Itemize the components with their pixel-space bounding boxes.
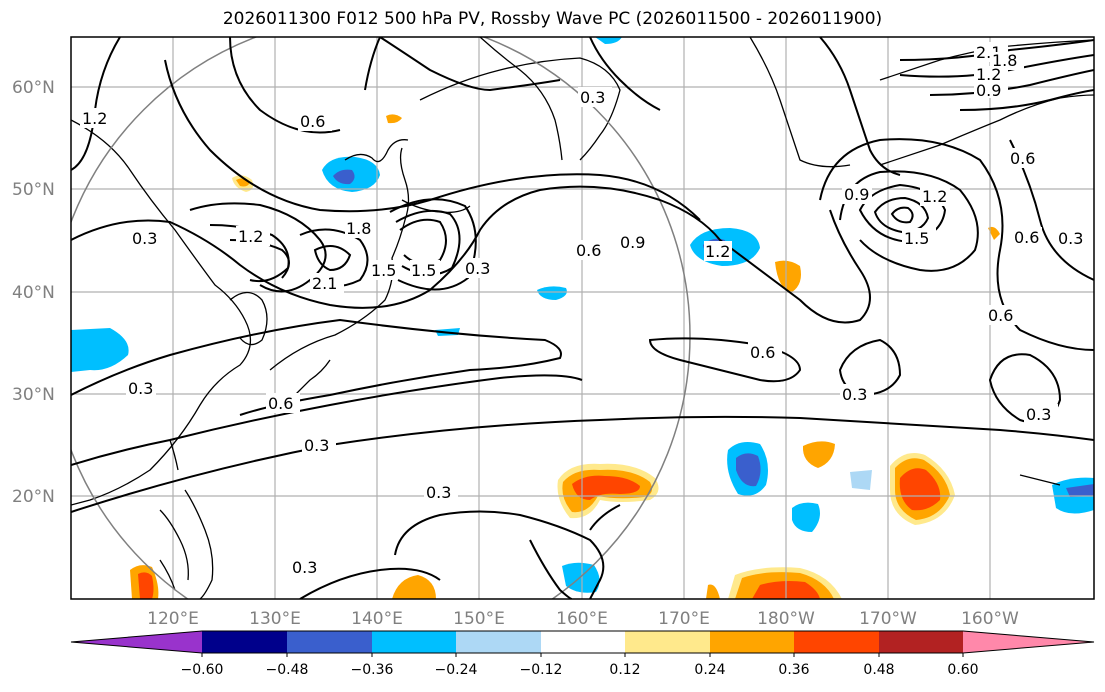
- lon-label: 160°W: [961, 609, 1019, 629]
- contour-label: 0.3: [1058, 229, 1083, 248]
- lat-label: 60°N: [12, 78, 55, 98]
- map-title: 2026011300 F012 500 hPa PV, Rossby Wave …: [222, 9, 883, 29]
- contour-label: 0.9: [976, 81, 1001, 100]
- contour-label: 1.8: [346, 219, 371, 238]
- shading-layer: [71, 37, 1094, 599]
- lon-labels: 120°E 130°E 140°E 150°E 160°E 170°E 180°…: [147, 609, 1019, 629]
- colorbar-segment: [963, 631, 1094, 653]
- radius-circle: [71, 37, 691, 599]
- pos-blob: [392, 575, 436, 599]
- colorbar-segment: [710, 631, 794, 653]
- pos-blob: [386, 114, 402, 124]
- contour-label: 0.9: [844, 185, 869, 204]
- colorbar-tick-label: −0.36: [351, 662, 394, 678]
- colorbar-segment: [202, 631, 287, 653]
- contour-label: 0.9: [620, 233, 645, 252]
- contour-label: 2.1: [312, 274, 337, 293]
- contour-label: 0.3: [128, 379, 153, 398]
- colorbar-segment: [625, 631, 710, 653]
- contour-label: 0.6: [1014, 228, 1039, 247]
- lat-labels: 60°N 50°N 40°N 30°N 20°N: [12, 78, 55, 507]
- colorbar-tick-label: −0.12: [520, 662, 563, 678]
- colorbar-segment: [541, 631, 625, 653]
- neg-blob: [333, 169, 355, 185]
- neg-blob: [792, 502, 820, 532]
- colorbar-tick-label: 0.12: [609, 662, 640, 678]
- colorbar-segment: [71, 631, 202, 653]
- contour-label: 0.3: [842, 385, 867, 404]
- contour-label: 0.3: [580, 88, 605, 107]
- map-frame: [70, 36, 1095, 600]
- pv-contours: [71, 37, 1094, 599]
- pos-blob: [138, 572, 154, 599]
- colorbar-segment: [879, 631, 963, 653]
- contour-label: 0.6: [988, 306, 1013, 325]
- colorbar-tick-label: 0.60: [947, 662, 978, 678]
- pos-blob: [706, 584, 720, 599]
- contour-label: 0.6: [750, 343, 775, 362]
- lat-label: 50°N: [12, 180, 55, 200]
- contour-label: 0.6: [576, 241, 601, 260]
- lon-label: 130°E: [249, 609, 301, 629]
- lon-label: 120°E: [147, 609, 199, 629]
- colorbar-tick-label: −0.60: [181, 662, 224, 678]
- contour-label: 0.3: [132, 229, 157, 248]
- lon-label: 140°E: [351, 609, 403, 629]
- neg-blob: [595, 37, 622, 44]
- lat-label: 40°N: [12, 283, 55, 303]
- contour-label: 0.3: [465, 259, 490, 278]
- colorbar-tick-label: −0.48: [266, 662, 309, 678]
- lon-label: 160°E: [556, 609, 608, 629]
- contour-label: 0.6: [300, 112, 325, 131]
- pos-blob: [988, 226, 1000, 240]
- colorbar-segment: [456, 631, 541, 653]
- contour-label: 1.2: [922, 187, 947, 206]
- contour-label: 0.3: [426, 483, 451, 502]
- colorbar-segment: [372, 631, 456, 653]
- colorbar: −0.60 −0.48 −0.36 −0.24 −0.12 0.12 0.24 …: [70, 630, 1095, 678]
- colorbar-tick-label: 0.48: [863, 662, 894, 678]
- contour-labels: 1.2 0.6 0.3 1.2 0.3 1.8 2.1 1.5 1.5 0.3 …: [80, 42, 1086, 577]
- colorbar-tick-label: 0.24: [694, 662, 725, 678]
- colorbar-segment: [794, 631, 879, 653]
- lon-label: 170°E: [658, 609, 710, 629]
- contour-label: 0.3: [304, 436, 329, 455]
- neg-blob: [537, 286, 567, 300]
- contour-label: 1.2: [238, 227, 263, 246]
- lat-label: 30°N: [12, 385, 55, 405]
- colorbar-tick-label: 0.36: [778, 662, 809, 678]
- contour-label: 1.5: [371, 261, 396, 280]
- coastlines: [71, 37, 1094, 599]
- contour-label: 1.2: [976, 65, 1001, 84]
- neg-blob: [71, 328, 129, 372]
- lon-label: 180°W: [757, 609, 815, 629]
- contour-label: 0.3: [292, 558, 317, 577]
- contour-label: 1.8: [992, 51, 1017, 70]
- contour-label: 1.2: [82, 109, 107, 128]
- pos-blob: [572, 475, 640, 500]
- neg-blob: [736, 453, 761, 487]
- contour-label: 0.3: [1026, 405, 1051, 424]
- contour-label: 0.6: [268, 394, 293, 413]
- neg-blob: [1066, 484, 1094, 497]
- contour-label: 1.5: [904, 229, 929, 248]
- contour-label: 1.2: [705, 242, 730, 261]
- contour-label: 1.5: [411, 261, 436, 280]
- neg-blob: [850, 470, 872, 490]
- lon-label: 150°E: [453, 609, 505, 629]
- colorbar-tick-label: −0.24: [435, 662, 478, 678]
- lon-label: 170°W: [859, 609, 917, 629]
- pos-blob: [775, 260, 801, 292]
- pos-blob: [899, 468, 941, 511]
- colorbar-ticks: [201, 653, 964, 657]
- colorbar-segment: [287, 631, 372, 653]
- contour-label: 0.6: [1010, 149, 1035, 168]
- pos-blob: [802, 441, 835, 468]
- lat-label: 20°N: [12, 487, 55, 507]
